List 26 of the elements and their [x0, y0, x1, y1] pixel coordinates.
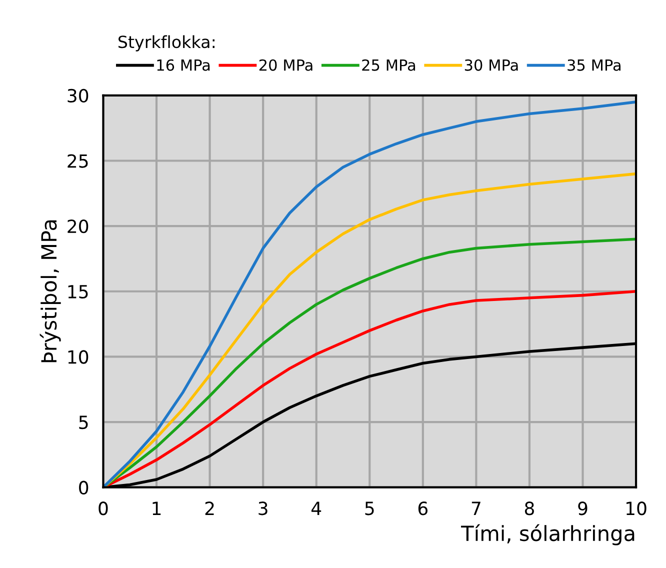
y-tick-label: 20 [68, 220, 88, 234]
y-tick-label: 5 [79, 416, 88, 430]
x-tick-label: 1 [152, 502, 161, 515]
x-tick-label: 10 [626, 502, 646, 516]
legend-label: 35 MPa [568, 59, 620, 71]
x-tick-label: 6 [418, 502, 428, 516]
x-tick-label: 0 [98, 502, 108, 516]
x-tick-label: 7 [472, 502, 480, 515]
y-tick-label: 0 [79, 480, 88, 494]
y-tick-label: 25 [68, 154, 88, 168]
x-tick-label: 4 [311, 502, 322, 515]
y-tick-label: 30 [68, 88, 88, 103]
x-axis-title: Tími, sólarhringa [461, 524, 634, 546]
y-tick-label: 10 [68, 350, 88, 364]
x-tick-label: 3 [258, 502, 268, 516]
y-axis-title: Þrýstiþol, MPa [40, 220, 61, 362]
legend-label: 25 MPa [362, 59, 416, 71]
x-tick-label: 2 [205, 502, 214, 515]
legend-title: Styrkflokka: [118, 35, 214, 52]
x-tick-label: 5 [365, 502, 374, 516]
legend-label: 16 MPa [157, 59, 210, 71]
y-tick-label: 15 [68, 285, 88, 298]
legend-label: 20 MPa [259, 59, 312, 71]
x-tick-label: 9 [578, 502, 588, 516]
legend-label: 30 MPa [464, 59, 518, 71]
x-tick-label: 8 [524, 502, 534, 516]
